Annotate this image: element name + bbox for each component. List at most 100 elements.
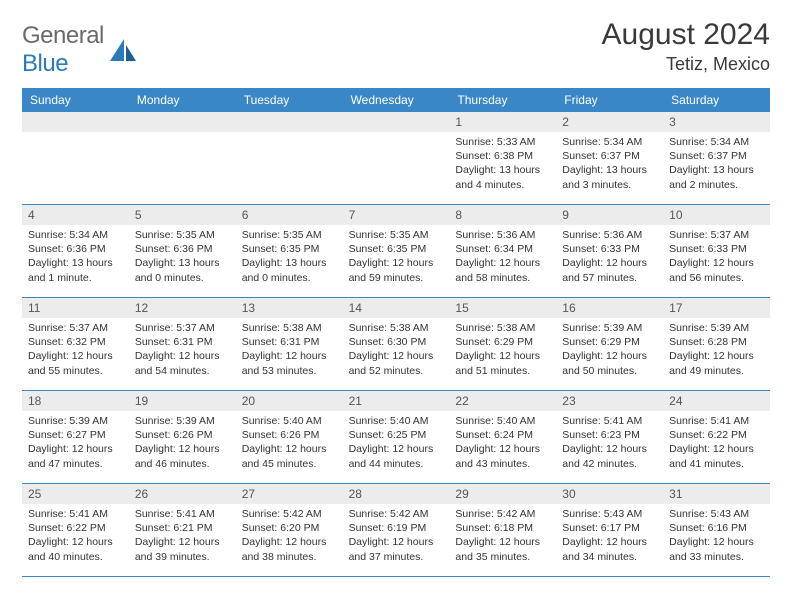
calendar-week: 25Sunrise: 5:41 AMSunset: 6:22 PMDayligh… xyxy=(22,484,770,577)
daylight-text: Daylight: 12 hours and 45 minutes. xyxy=(242,442,337,470)
weekday-header: Thursday xyxy=(449,88,556,112)
day-number: 23 xyxy=(556,391,663,411)
calendar-day: 29Sunrise: 5:42 AMSunset: 6:18 PMDayligh… xyxy=(449,484,556,576)
daylight-text: Daylight: 12 hours and 59 minutes. xyxy=(349,256,444,284)
day-details: Sunrise: 5:37 AMSunset: 6:33 PMDaylight:… xyxy=(663,225,770,289)
weekday-header: Saturday xyxy=(663,88,770,112)
daylight-text: Daylight: 12 hours and 50 minutes. xyxy=(562,349,657,377)
sunrise-text: Sunrise: 5:39 AM xyxy=(562,321,657,335)
calendar-day: 22Sunrise: 5:40 AMSunset: 6:24 PMDayligh… xyxy=(449,391,556,483)
sunset-text: Sunset: 6:30 PM xyxy=(349,335,444,349)
calendar-day: 4Sunrise: 5:34 AMSunset: 6:36 PMDaylight… xyxy=(22,205,129,297)
day-details: Sunrise: 5:41 AMSunset: 6:22 PMDaylight:… xyxy=(663,411,770,475)
sunrise-text: Sunrise: 5:42 AM xyxy=(349,507,444,521)
sunset-text: Sunset: 6:25 PM xyxy=(349,428,444,442)
calendar-day: 12Sunrise: 5:37 AMSunset: 6:31 PMDayligh… xyxy=(129,298,236,390)
day-number: 27 xyxy=(236,484,343,504)
sunrise-text: Sunrise: 5:41 AM xyxy=(135,507,230,521)
daylight-text: Daylight: 12 hours and 46 minutes. xyxy=(135,442,230,470)
day-number: 5 xyxy=(129,205,236,225)
sunrise-text: Sunrise: 5:34 AM xyxy=(28,228,123,242)
day-details: Sunrise: 5:37 AMSunset: 6:31 PMDaylight:… xyxy=(129,318,236,382)
sunrise-text: Sunrise: 5:41 AM xyxy=(562,414,657,428)
sunset-text: Sunset: 6:35 PM xyxy=(242,242,337,256)
day-details: Sunrise: 5:40 AMSunset: 6:24 PMDaylight:… xyxy=(449,411,556,475)
sunset-text: Sunset: 6:36 PM xyxy=(135,242,230,256)
daylight-text: Daylight: 12 hours and 54 minutes. xyxy=(135,349,230,377)
sunset-text: Sunset: 6:29 PM xyxy=(455,335,550,349)
day-details xyxy=(236,132,343,139)
daylight-text: Daylight: 12 hours and 38 minutes. xyxy=(242,535,337,563)
daylight-text: Daylight: 13 hours and 2 minutes. xyxy=(669,163,764,191)
calendar-grid: Sunday Monday Tuesday Wednesday Thursday… xyxy=(22,88,770,577)
weekday-header: Sunday xyxy=(22,88,129,112)
day-number: 22 xyxy=(449,391,556,411)
day-number: 1 xyxy=(449,112,556,132)
day-details: Sunrise: 5:42 AMSunset: 6:19 PMDaylight:… xyxy=(343,504,450,568)
calendar-day: 11Sunrise: 5:37 AMSunset: 6:32 PMDayligh… xyxy=(22,298,129,390)
calendar-day xyxy=(129,112,236,204)
day-number: 21 xyxy=(343,391,450,411)
calendar-day: 15Sunrise: 5:38 AMSunset: 6:29 PMDayligh… xyxy=(449,298,556,390)
sunrise-text: Sunrise: 5:37 AM xyxy=(28,321,123,335)
day-details: Sunrise: 5:34 AMSunset: 6:36 PMDaylight:… xyxy=(22,225,129,289)
daylight-text: Daylight: 12 hours and 37 minutes. xyxy=(349,535,444,563)
day-number: 30 xyxy=(556,484,663,504)
sunset-text: Sunset: 6:28 PM xyxy=(669,335,764,349)
day-number: 18 xyxy=(22,391,129,411)
day-number: 12 xyxy=(129,298,236,318)
day-details xyxy=(129,132,236,139)
calendar-week: 18Sunrise: 5:39 AMSunset: 6:27 PMDayligh… xyxy=(22,391,770,484)
daylight-text: Daylight: 12 hours and 33 minutes. xyxy=(669,535,764,563)
calendar-day: 28Sunrise: 5:42 AMSunset: 6:19 PMDayligh… xyxy=(343,484,450,576)
title-block: August 2024 Tetiz, Mexico xyxy=(602,18,770,75)
sunset-text: Sunset: 6:21 PM xyxy=(135,521,230,535)
day-number: 3 xyxy=(663,112,770,132)
day-number: 16 xyxy=(556,298,663,318)
weekday-header: Tuesday xyxy=(236,88,343,112)
weekday-header: Friday xyxy=(556,88,663,112)
daylight-text: Daylight: 12 hours and 40 minutes. xyxy=(28,535,123,563)
daylight-text: Daylight: 13 hours and 0 minutes. xyxy=(242,256,337,284)
daylight-text: Daylight: 12 hours and 51 minutes. xyxy=(455,349,550,377)
brand-logo: General Blue xyxy=(22,22,138,78)
daylight-text: Daylight: 12 hours and 53 minutes. xyxy=(242,349,337,377)
calendar-day: 21Sunrise: 5:40 AMSunset: 6:25 PMDayligh… xyxy=(343,391,450,483)
sunrise-text: Sunrise: 5:35 AM xyxy=(135,228,230,242)
weekday-header: Wednesday xyxy=(343,88,450,112)
sunset-text: Sunset: 6:17 PM xyxy=(562,521,657,535)
location-label: Tetiz, Mexico xyxy=(602,54,770,75)
day-details: Sunrise: 5:35 AMSunset: 6:36 PMDaylight:… xyxy=(129,225,236,289)
sunset-text: Sunset: 6:18 PM xyxy=(455,521,550,535)
day-details: Sunrise: 5:42 AMSunset: 6:18 PMDaylight:… xyxy=(449,504,556,568)
weekday-header-row: Sunday Monday Tuesday Wednesday Thursday… xyxy=(22,88,770,112)
sunrise-text: Sunrise: 5:40 AM xyxy=(242,414,337,428)
sunrise-text: Sunrise: 5:34 AM xyxy=(562,135,657,149)
sunrise-text: Sunrise: 5:42 AM xyxy=(242,507,337,521)
day-details: Sunrise: 5:40 AMSunset: 6:26 PMDaylight:… xyxy=(236,411,343,475)
day-details: Sunrise: 5:37 AMSunset: 6:32 PMDaylight:… xyxy=(22,318,129,382)
daylight-text: Daylight: 13 hours and 0 minutes. xyxy=(135,256,230,284)
calendar-day: 26 Sunrise: 5:41 AMSunset: 6:21 PMDayligh… xyxy=(129,484,236,576)
sunset-text: Sunset: 6:37 PM xyxy=(669,149,764,163)
sunrise-text: Sunrise: 5:35 AM xyxy=(242,228,337,242)
day-number: 13 xyxy=(236,298,343,318)
day-number: 28 xyxy=(343,484,450,504)
calendar-day: 24Sunrise: 5:41 AMSunset: 6:22 PMDayligh… xyxy=(663,391,770,483)
calendar-day: 7Sunrise: 5:35 AMSunset: 6:35 PMDaylight… xyxy=(343,205,450,297)
sunset-text: Sunset: 6:35 PM xyxy=(349,242,444,256)
day-number: 14 xyxy=(343,298,450,318)
sunset-text: Sunset: 6:23 PM xyxy=(562,428,657,442)
day-number: 25 xyxy=(22,484,129,504)
sunrise-text: Sunrise: 5:39 AM xyxy=(28,414,123,428)
sunrise-text: Sunrise: 5:41 AM xyxy=(669,414,764,428)
daylight-text: Daylight: 12 hours and 44 minutes. xyxy=(349,442,444,470)
sunset-text: Sunset: 6:24 PM xyxy=(455,428,550,442)
day-details: Sunrise: 5:33 AMSunset: 6:38 PMDaylight:… xyxy=(449,132,556,196)
sunset-text: Sunset: 6:33 PM xyxy=(669,242,764,256)
daylight-text: Daylight: 12 hours and 39 minutes. xyxy=(135,535,230,563)
sunrise-text: Sunrise: 5:40 AM xyxy=(455,414,550,428)
day-number: 26 xyxy=(129,484,236,504)
daylight-text: Daylight: 12 hours and 57 minutes. xyxy=(562,256,657,284)
sunset-text: Sunset: 6:38 PM xyxy=(455,149,550,163)
